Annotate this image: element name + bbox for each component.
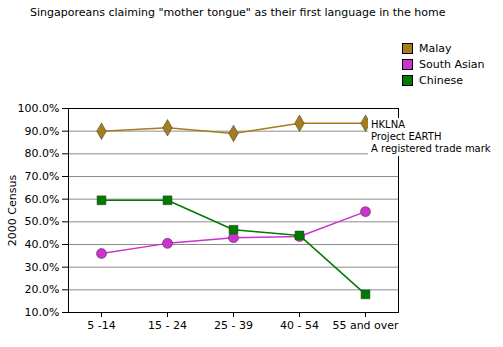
html-text:A registered trade mark: A registered trade mark	[371, 143, 491, 154]
html-text:Chinese: Chinese	[419, 73, 463, 87]
svg-text:55 and over: 55 and over	[332, 319, 399, 332]
html-text:HKLNA: HKLNA	[371, 119, 405, 130]
svg-text:20.0%: 20.0%	[25, 283, 60, 296]
html-text:Singaporeans claiming "mother: Singaporeans claiming "mother tongue" as…	[30, 6, 446, 19]
svg-text:5 -14: 5 -14	[87, 319, 115, 332]
svg-text:70.0%: 70.0%	[25, 170, 60, 183]
svg-text:30.0%: 30.0%	[25, 261, 60, 274]
html-text:South Asian: South Asian	[419, 57, 485, 71]
svg-text:90.0%: 90.0%	[25, 125, 60, 138]
svg-text:60.0%: 60.0%	[25, 193, 60, 206]
svg-text:25 - 39: 25 - 39	[214, 319, 253, 332]
html-text:Project EARTH: Project EARTH	[371, 131, 442, 142]
svg-text:15 - 24: 15 - 24	[148, 319, 187, 332]
html-text:Malay: Malay	[419, 41, 452, 55]
svg-text:2000 Census: 2000 Census	[6, 175, 19, 247]
svg-text:40 - 54: 40 - 54	[280, 319, 319, 332]
svg-text:10.0%: 10.0%	[25, 306, 60, 319]
svg-text:100.0%: 100.0%	[18, 102, 60, 115]
svg-text:40.0%: 40.0%	[25, 238, 60, 251]
svg-text:80.0%: 80.0%	[25, 147, 60, 160]
svg-text:50.0%: 50.0%	[25, 215, 60, 228]
